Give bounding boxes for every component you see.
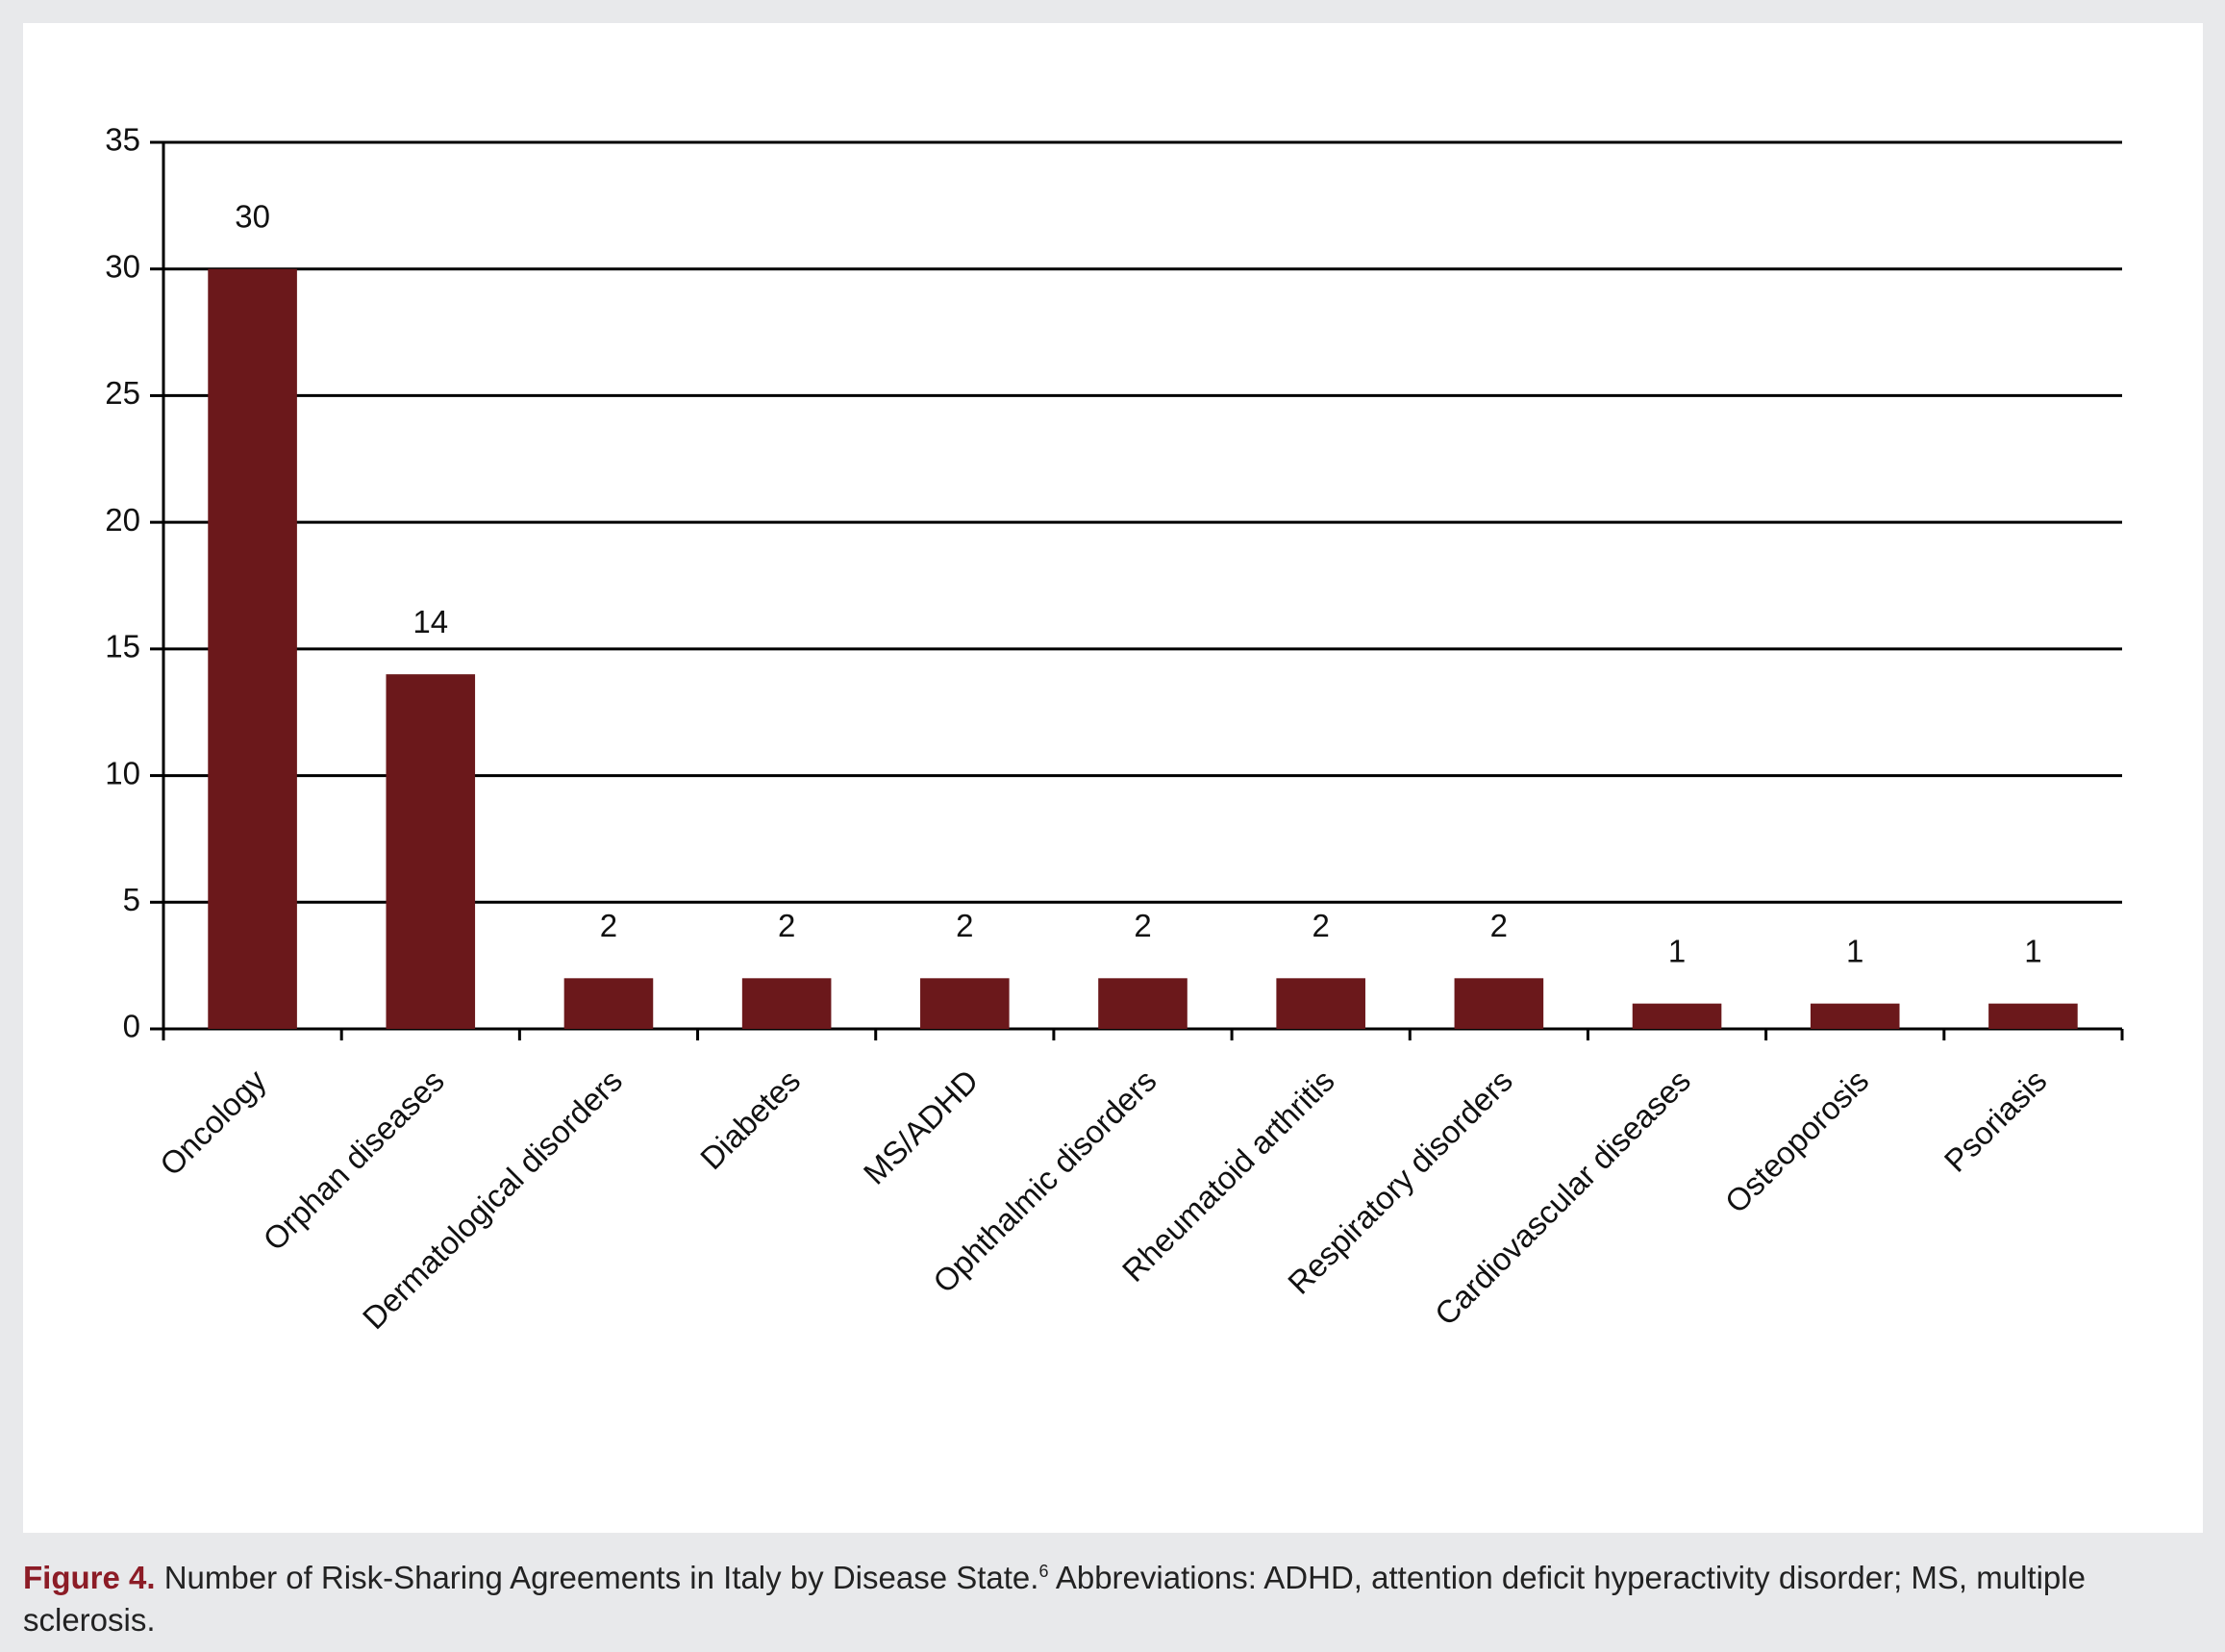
- bar: [741, 978, 832, 1029]
- caption-ref: 6: [1038, 1562, 1049, 1581]
- bar: [1988, 1003, 2078, 1029]
- bar: [1632, 1003, 1722, 1029]
- y-tick-label: 20: [105, 502, 140, 538]
- bar: [920, 978, 1010, 1029]
- value-label: 30: [235, 198, 270, 234]
- value-label: 2: [1490, 908, 1508, 943]
- value-label: 1: [1846, 933, 1863, 968]
- y-tick-label: 35: [105, 122, 140, 158]
- value-label: 2: [956, 908, 973, 943]
- caption-text: Number of Risk-Sharing Agreements in Ita…: [163, 1560, 1039, 1595]
- x-tick-label: Osteoporosis: [1718, 1063, 1876, 1220]
- x-tick-label: Oncology: [153, 1063, 273, 1183]
- bar: [1276, 978, 1365, 1029]
- x-tick-label: MS/ADHD: [857, 1063, 986, 1191]
- bar: [563, 978, 654, 1029]
- y-tick-label: 15: [105, 629, 140, 664]
- x-tick-label: Psoriasis: [1938, 1063, 2054, 1179]
- x-tick-label: Orphan diseases: [256, 1063, 451, 1258]
- value-label: 2: [778, 908, 795, 943]
- bar: [208, 268, 297, 1029]
- x-tick-label: Diabetes: [693, 1063, 807, 1176]
- bar: [1098, 978, 1188, 1029]
- y-tick-label: 0: [123, 1009, 140, 1044]
- y-tick-label: 10: [105, 755, 140, 790]
- y-tick-label: 5: [123, 882, 140, 917]
- y-tick-label: 30: [105, 248, 140, 284]
- value-label: 2: [1312, 908, 1330, 943]
- value-label: 2: [1134, 908, 1151, 943]
- value-label: 1: [2024, 933, 2041, 968]
- value-label: 1: [1668, 933, 1686, 968]
- chart: 0 5 10 15 20 25 30 35 Oncology 30 Orphan diseases 1…: [105, 122, 2124, 1336]
- bar: [386, 674, 476, 1029]
- value-label: 2: [600, 908, 617, 943]
- y-tick-label: 25: [105, 375, 140, 411]
- caption: Figure 4. Number of Risk-Sharing Agreeme…: [23, 1550, 2187, 1641]
- bar: [1454, 978, 1544, 1029]
- caption-note: Abbreviations: ADHD, attention deficit h…: [23, 1560, 2086, 1638]
- value-label: 14: [412, 604, 448, 639]
- caption-label: Figure 4.: [23, 1560, 156, 1595]
- bar: [1810, 1003, 1900, 1029]
